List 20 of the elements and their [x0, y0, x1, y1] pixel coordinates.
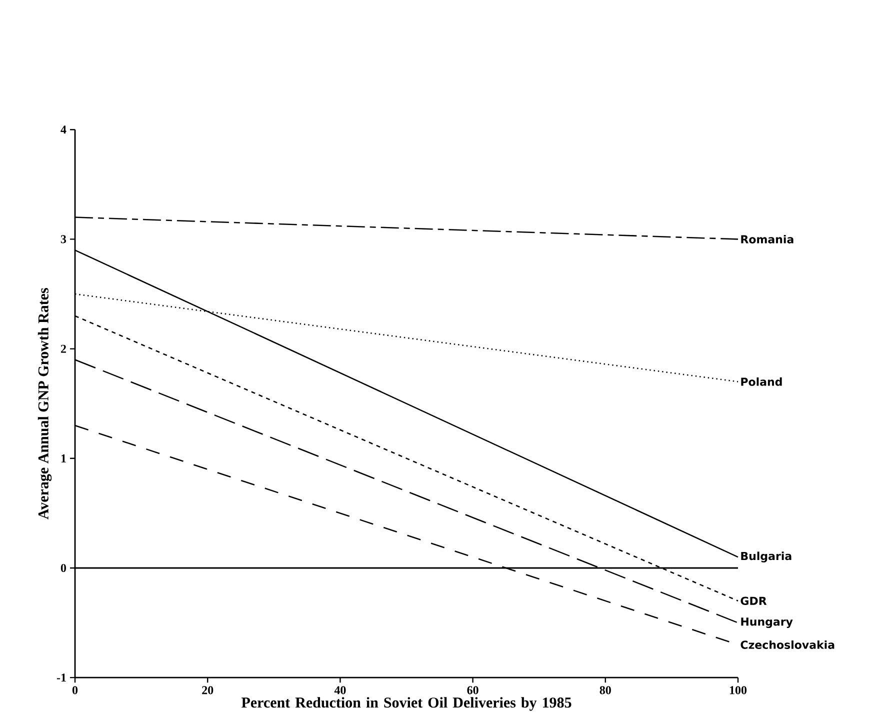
y-tick-label: 1 — [61, 454, 66, 462]
series-label: Romania — [741, 234, 794, 244]
y-tick-label: 3 — [60, 235, 66, 244]
series-label: Poland — [741, 377, 782, 386]
series-label: Hungary — [741, 618, 793, 628]
series-label: Bulgaria — [741, 552, 792, 562]
x-tick-label: 80 — [600, 686, 611, 694]
y-tick-label: -1 — [56, 674, 66, 682]
y-axis-title: Average Annual GNP Growth Rates — [38, 288, 52, 520]
y-tick-label: 4 — [60, 126, 66, 134]
series-label: GDR — [740, 596, 767, 605]
x-tick-label: 20 — [202, 686, 214, 694]
series-label: Czechoslovakia — [740, 640, 834, 649]
y-tick-label: 0 — [60, 564, 66, 572]
x-tick-label: 60 — [467, 686, 478, 694]
x-tick-label: 100 — [730, 686, 747, 694]
x-tick-label: 0 — [72, 686, 78, 694]
x-axis-title: Percent Reduction in Soviet Oil Deliveries by 1985 — [242, 697, 572, 711]
x-tick-label: 40 — [334, 686, 346, 694]
y-tick-label: 2 — [60, 344, 66, 353]
